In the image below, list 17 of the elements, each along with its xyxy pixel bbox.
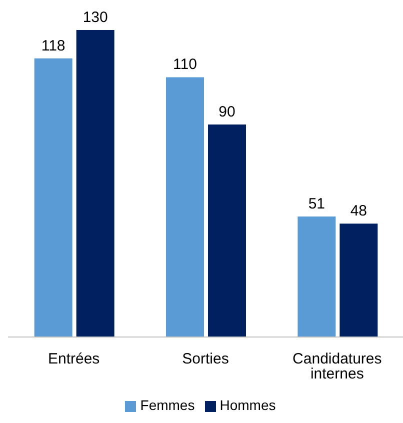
bar [340, 224, 378, 337]
data-label: 118 [41, 37, 66, 54]
data-label: 130 [82, 9, 108, 26]
data-label: 110 [173, 56, 197, 74]
x-tick-label: Sorties [182, 350, 229, 368]
data-label: 51 [308, 196, 326, 213]
bar [298, 216, 336, 337]
bar [76, 30, 114, 337]
legend-label: Femmes [140, 397, 195, 413]
data-label: 90 [218, 103, 236, 120]
x-tick-label: Entrées [48, 350, 100, 368]
data-label: 48 [350, 202, 368, 220]
bar [34, 58, 72, 337]
x-tick-label: Candidatures internes [292, 350, 382, 383]
bar [166, 77, 204, 337]
legend-label: Hommes [220, 397, 276, 413]
bar [208, 124, 246, 337]
